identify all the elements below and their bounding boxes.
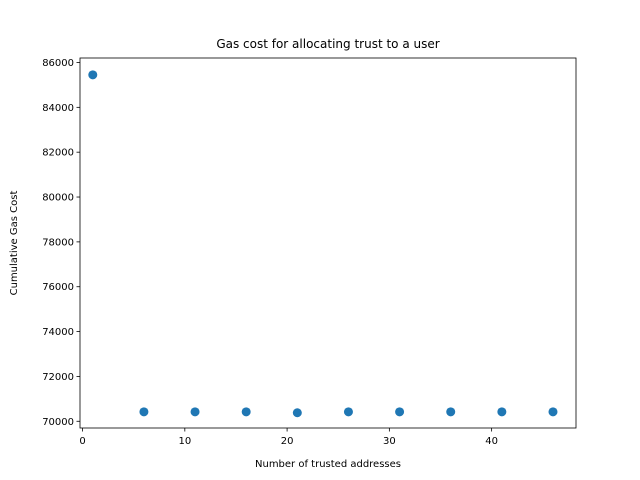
data-point — [446, 407, 456, 417]
y-axis-ticks: 70000 72000 74000 76000 78000 80000 82000 84000… — [42, 58, 80, 428]
x-axis-ticks: 0 10 20 30 40 — [79, 428, 498, 447]
data-point — [292, 408, 302, 418]
data-point — [241, 407, 251, 417]
y-tick-label: 82000 — [42, 148, 74, 159]
y-tick-label: 84000 — [42, 103, 74, 114]
data-point — [139, 407, 149, 417]
x-tick-label: 0 — [79, 436, 85, 447]
data-point — [395, 407, 405, 417]
data-point — [343, 407, 353, 417]
plot-frame — [79, 57, 577, 429]
data-point — [88, 70, 98, 80]
data-points — [88, 70, 558, 418]
x-tick-label: 10 — [178, 436, 191, 447]
y-tick-label: 76000 — [42, 282, 74, 293]
data-point — [190, 407, 200, 417]
y-tick-label: 70000 — [42, 417, 74, 428]
x-tick-label: 40 — [485, 436, 498, 447]
x-tick-label: 30 — [383, 436, 396, 447]
plot-area — [79, 57, 577, 429]
x-tick-label: 20 — [281, 436, 294, 447]
y-tick-label: 78000 — [42, 237, 74, 248]
chart-title: Gas cost for allocating trust to a user — [216, 37, 439, 51]
data-point — [497, 407, 507, 417]
y-tick-label: 74000 — [42, 327, 74, 338]
y-axis-label: Cumulative Gas Cost — [9, 191, 20, 296]
y-tick-label: 80000 — [42, 193, 74, 204]
y-tick-label: 72000 — [42, 372, 74, 383]
data-point — [548, 407, 558, 417]
x-axis-label: Number of trusted addresses — [255, 459, 401, 470]
y-tick-label: 86000 — [42, 58, 74, 69]
